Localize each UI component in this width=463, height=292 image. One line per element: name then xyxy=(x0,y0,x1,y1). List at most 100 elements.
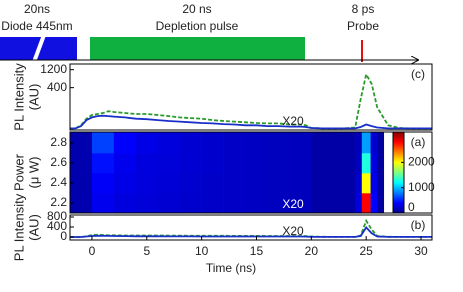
heat-cell xyxy=(70,132,93,154)
diode-duration: 20ns xyxy=(24,2,50,16)
x-tick-label: 10 xyxy=(195,244,209,258)
break-mark xyxy=(32,34,46,63)
heat-cell xyxy=(370,132,378,154)
panel xyxy=(70,132,432,213)
heat-cell xyxy=(70,173,93,194)
colorbar-label: 2000 xyxy=(408,155,435,169)
heat-cell xyxy=(361,153,371,174)
heat-cell xyxy=(91,153,115,174)
x-tick-label: 20 xyxy=(305,244,319,258)
series-line xyxy=(70,71,432,130)
heat-cell xyxy=(267,173,290,194)
depletion-duration: 20 ns xyxy=(182,2,211,16)
annotation: X20 xyxy=(282,197,304,211)
heat-cell xyxy=(113,132,137,154)
y-axis-label: (AU) xyxy=(26,214,41,241)
y-tick-label: 1200 xyxy=(40,62,67,76)
probe-label: Probe xyxy=(347,19,379,33)
colorbar-label: 1000 xyxy=(408,180,435,194)
diode-label: Diode 445nm xyxy=(1,19,72,33)
heat-cell xyxy=(157,173,180,194)
heat-cell xyxy=(361,132,371,154)
heat-cell xyxy=(70,193,93,213)
series-line xyxy=(70,226,432,238)
heat-cell xyxy=(179,153,202,174)
colorbar-label: 0 xyxy=(408,200,415,214)
heat-cell xyxy=(179,193,202,213)
heat-cell xyxy=(70,153,93,174)
series-line xyxy=(70,218,432,238)
heat-cell xyxy=(311,173,356,194)
heat-cell xyxy=(289,153,312,174)
heat-cell xyxy=(267,193,290,213)
heat-cell xyxy=(311,132,356,154)
heat-cell xyxy=(377,153,385,174)
series-line xyxy=(70,114,432,130)
y-axis-label: (AU) xyxy=(26,84,41,111)
y-axis-label: PL Intensity xyxy=(11,63,26,131)
heat-cell xyxy=(157,153,180,174)
heat-cell xyxy=(267,132,290,154)
heat-cell xyxy=(223,173,246,194)
heat-cell xyxy=(91,132,115,154)
y-tick-label: 2.2 xyxy=(50,195,67,209)
heat-cell xyxy=(245,132,268,154)
heat-cell xyxy=(311,153,356,174)
annotation: X20 xyxy=(282,224,304,238)
heat-cell xyxy=(135,153,159,174)
heat-cell xyxy=(355,173,363,194)
heat-cell xyxy=(223,153,246,174)
heat-cell xyxy=(201,193,224,213)
heat-cell xyxy=(135,173,159,194)
heat-cell xyxy=(355,193,363,213)
heat-cell xyxy=(245,173,268,194)
heat-cell xyxy=(377,193,385,213)
y-axis-label: PL Intensity xyxy=(11,193,26,261)
panel xyxy=(70,218,432,238)
heat-cell xyxy=(113,173,137,194)
heat-cell xyxy=(201,153,224,174)
heat-cell xyxy=(179,132,202,154)
x-tick-label: 0 xyxy=(89,244,96,258)
heat-cell xyxy=(267,153,290,174)
heat-cell xyxy=(113,193,137,213)
y-tick-label: 2.6 xyxy=(50,155,67,169)
heat-cell xyxy=(91,173,115,194)
heat-cell xyxy=(377,173,385,194)
depletion-pulse xyxy=(90,37,305,60)
heat-cell xyxy=(311,193,356,213)
panel-frame xyxy=(69,131,433,214)
heat-cell xyxy=(157,193,180,213)
y-tick-label: 2.4 xyxy=(50,175,67,189)
x-tick-label: 30 xyxy=(414,244,428,258)
x-tick-label: 5 xyxy=(143,244,150,258)
x-tick-label: 15 xyxy=(250,244,264,258)
panel xyxy=(70,71,432,130)
heat-cell xyxy=(91,193,115,213)
heat-cell xyxy=(157,132,180,154)
heat-cell xyxy=(223,132,246,154)
heat-cell xyxy=(361,173,371,194)
panel-label: (a) xyxy=(411,135,426,149)
heat-cell xyxy=(245,193,268,213)
depletion-label: Depletion pulse xyxy=(156,19,239,33)
heat-cell xyxy=(370,153,378,174)
heat-cell xyxy=(135,132,159,154)
colorbar xyxy=(392,131,405,214)
heat-cell xyxy=(355,132,363,154)
heat-cell xyxy=(289,132,312,154)
y-tick-label: 400 xyxy=(47,219,67,233)
heat-cell xyxy=(289,173,312,194)
heat-cell xyxy=(179,173,202,194)
heat-cell xyxy=(370,193,378,213)
heat-cell xyxy=(355,153,363,174)
y-tick-label: 0 xyxy=(60,229,67,243)
heat-cell xyxy=(370,173,378,194)
y-tick-label: 400 xyxy=(47,80,67,94)
heat-cell xyxy=(201,173,224,194)
x-axis-label: Time (ns) xyxy=(206,261,256,275)
probe-duration: 8 ps xyxy=(352,2,375,16)
heat-cell xyxy=(245,153,268,174)
heat-cell xyxy=(201,132,224,154)
